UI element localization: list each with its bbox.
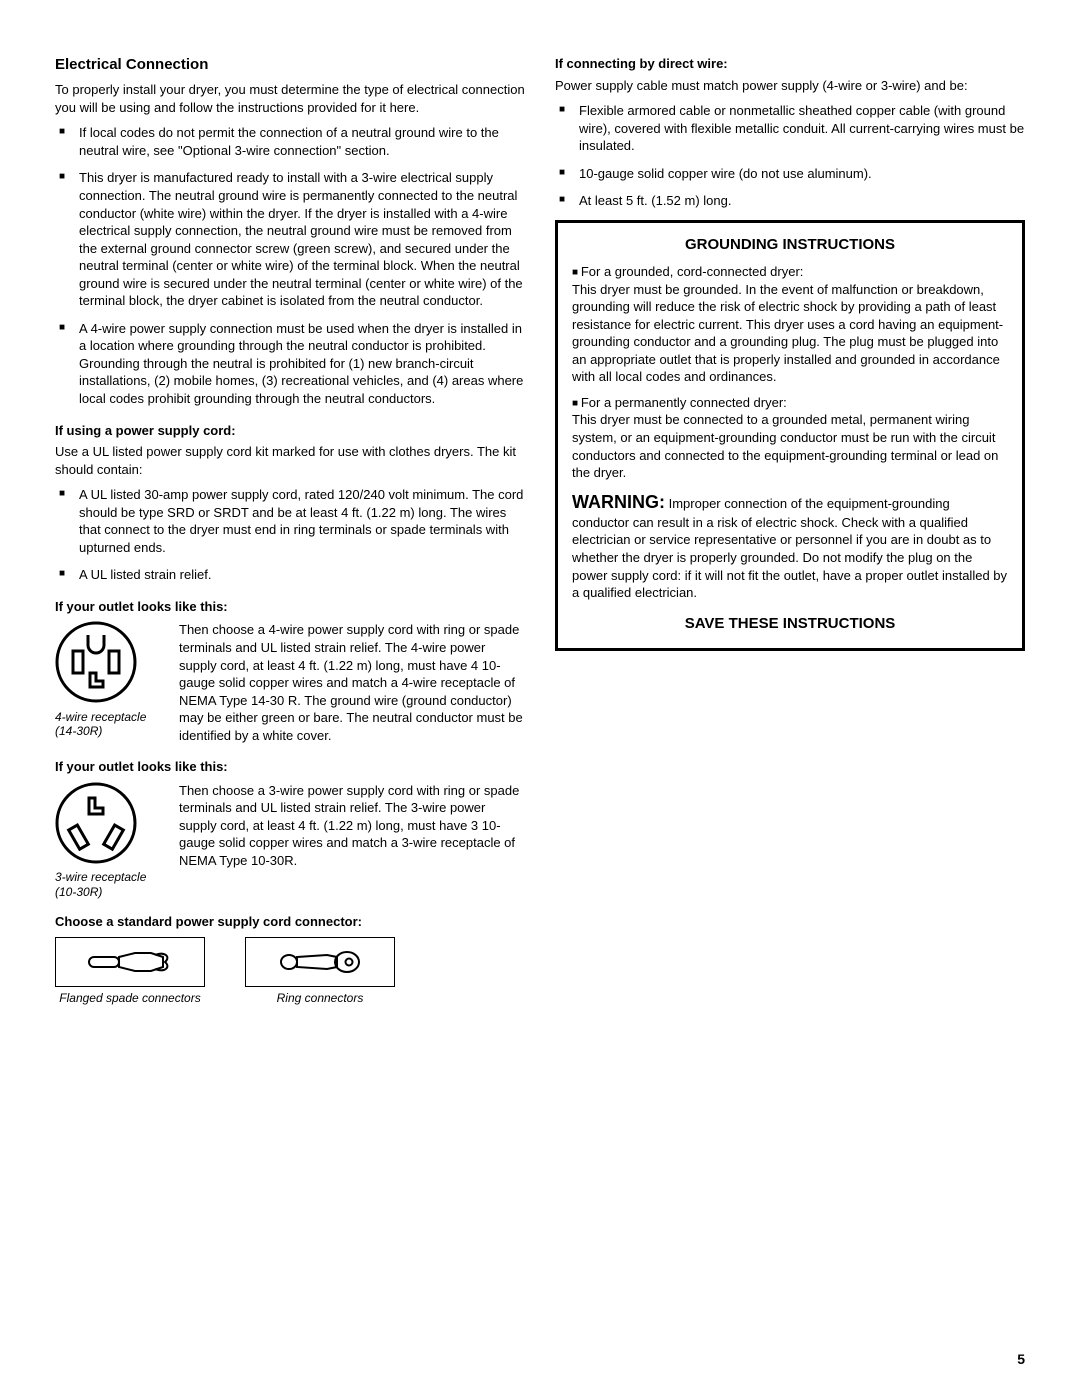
right-column: If connecting by direct wire: Power supp… <box>555 55 1025 1006</box>
main-bullet-list: If local codes do not permit the connect… <box>55 124 525 407</box>
grounding-instructions-box: GROUNDING INSTRUCTIONS For a grounded, c… <box>555 220 1025 651</box>
warning-paragraph: WARNING: Improper connection of the equi… <box>572 490 1008 602</box>
outlet-4wire-heading: If your outlet looks like this: <box>55 598 525 616</box>
outlet-3wire-text: Then choose a 3-wire power supply cord w… <box>179 782 525 870</box>
outlet-4wire-caption: 4-wire receptacle (14-30R) <box>55 710 165 739</box>
bullet-item: 10-gauge solid copper wire (do not use a… <box>555 165 1025 183</box>
power-supply-cord-heading: If using a power supply cord: <box>55 422 525 440</box>
connector-ring-cell: Ring connectors <box>245 937 395 1006</box>
direct-wire-intro: Power supply cable must match power supp… <box>555 77 1025 95</box>
permanent-lead: For a permanently connected dryer: <box>581 395 787 410</box>
bullet-item: This dryer is manufactured ready to inst… <box>55 169 525 309</box>
bullet-item: If local codes do not permit the connect… <box>55 124 525 159</box>
bullet-item: A 4-wire power supply connection must be… <box>55 320 525 408</box>
bullet-item: At least 5 ft. (1.52 m) long. <box>555 192 1025 210</box>
bullet-item: Flexible armored cable or nonmetallic sh… <box>555 102 1025 155</box>
direct-wire-heading: If connecting by direct wire: <box>555 55 1025 73</box>
grounded-cord-lead: For a grounded, cord-connected dryer: <box>581 264 804 279</box>
outlet-3wire-icon-wrap: 3-wire receptacle (10-30R) <box>55 782 165 899</box>
bullet-item: A UL listed 30-amp power supply cord, ra… <box>55 486 525 556</box>
connector-spade-cell: Flanged spade connectors <box>55 937 205 1006</box>
direct-wire-bullets: Flexible armored cable or nonmetallic sh… <box>555 102 1025 210</box>
warning-label: WARNING: <box>572 492 665 512</box>
grounding-title: GROUNDING INSTRUCTIONS <box>572 235 1008 255</box>
outlet-4wire-text: Then choose a 4-wire power supply cord w… <box>179 621 525 744</box>
bullet-icon <box>572 264 581 279</box>
outlet-3wire-heading: If your outlet looks like this: <box>55 758 525 776</box>
outlet-3wire-caption: 3-wire receptacle (10-30R) <box>55 870 165 899</box>
connector-spade-box <box>55 937 205 987</box>
intro-paragraph: To properly install your dryer, you must… <box>55 81 525 116</box>
connector-heading: Choose a standard power supply cord conn… <box>55 913 525 931</box>
grounding-cord-paragraph: For a grounded, cord-connected dryer: Th… <box>572 263 1008 386</box>
page-number: 5 <box>1017 1350 1025 1369</box>
left-column: Electrical Connection To properly instal… <box>55 55 525 1006</box>
ring-connector-icon <box>275 947 365 977</box>
psc-intro: Use a UL listed power supply cord kit ma… <box>55 443 525 478</box>
connector-row: Flanged spade connectors Ring connectors <box>55 937 525 1006</box>
grounded-cord-body: This dryer must be grounded. In the even… <box>572 282 1003 385</box>
connector-ring-caption: Ring connectors <box>245 990 395 1006</box>
grounding-permanent-paragraph: For a permanently connected dryer: This … <box>572 394 1008 482</box>
two-column-layout: Electrical Connection To properly instal… <box>55 55 1025 1006</box>
connector-ring-box <box>245 937 395 987</box>
save-instructions-heading: SAVE THESE INSTRUCTIONS <box>572 614 1008 634</box>
outlet-4wire-block: 4-wire receptacle (14-30R) Then choose a… <box>55 621 525 744</box>
connector-spade-caption: Flanged spade connectors <box>55 990 205 1006</box>
outlet-4wire-icon-wrap: 4-wire receptacle (14-30R) <box>55 621 165 738</box>
electrical-connection-heading: Electrical Connection <box>55 55 525 75</box>
permanent-body: This dryer must be connected to a ground… <box>572 412 998 480</box>
receptacle-3wire-icon <box>55 782 137 864</box>
flanged-spade-icon <box>85 947 175 977</box>
bullet-icon <box>572 395 581 410</box>
outlet-3wire-block: 3-wire receptacle (10-30R) Then choose a… <box>55 782 525 899</box>
bullet-item: A UL listed strain relief. <box>55 566 525 584</box>
receptacle-4wire-icon <box>55 621 137 703</box>
psc-bullet-list: A UL listed 30-amp power supply cord, ra… <box>55 486 525 584</box>
